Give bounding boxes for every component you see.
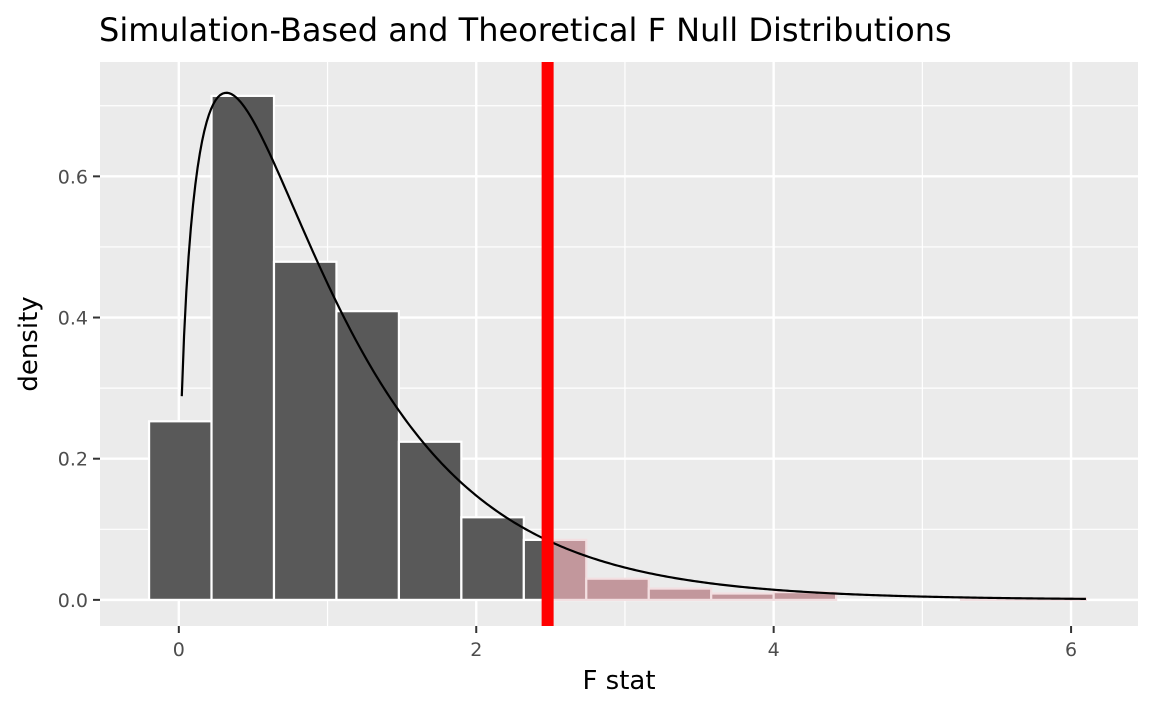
x-tick-label: 0 — [173, 639, 185, 661]
histogram-bar — [210, 94, 276, 601]
x-axis-ticks: 0 2 4 6 — [173, 626, 1077, 661]
x-tick-label: 4 — [768, 639, 780, 661]
histogram-bar — [147, 420, 213, 601]
chart-title: Simulation-Based and Theoretical F Null … — [99, 11, 952, 49]
histogram-bar-shaded — [710, 592, 775, 601]
histogram-bar-shaded — [585, 577, 650, 601]
y-axis-title: density — [14, 296, 44, 391]
theoretical-f-density-curve — [180, 91, 1086, 600]
y-axis-ticks: 0.0 0.2 0.4 0.6 — [58, 166, 100, 612]
y-tick-label: 0.2 — [58, 449, 88, 471]
histogram-bars — [147, 94, 1088, 601]
histogram-bar — [335, 310, 401, 601]
histogram-bar — [397, 440, 463, 601]
histogram-bar-shaded — [647, 587, 713, 601]
x-tick-label: 6 — [1065, 639, 1077, 661]
y-tick-label: 0.6 — [58, 166, 88, 188]
x-tick-label: 2 — [470, 639, 482, 661]
histogram-bar — [272, 260, 338, 601]
x-axis-title: F stat — [582, 666, 655, 696]
y-tick-label: 0.0 — [58, 590, 88, 612]
histogram-bar — [460, 516, 525, 601]
y-tick-label: 0.4 — [58, 308, 88, 330]
